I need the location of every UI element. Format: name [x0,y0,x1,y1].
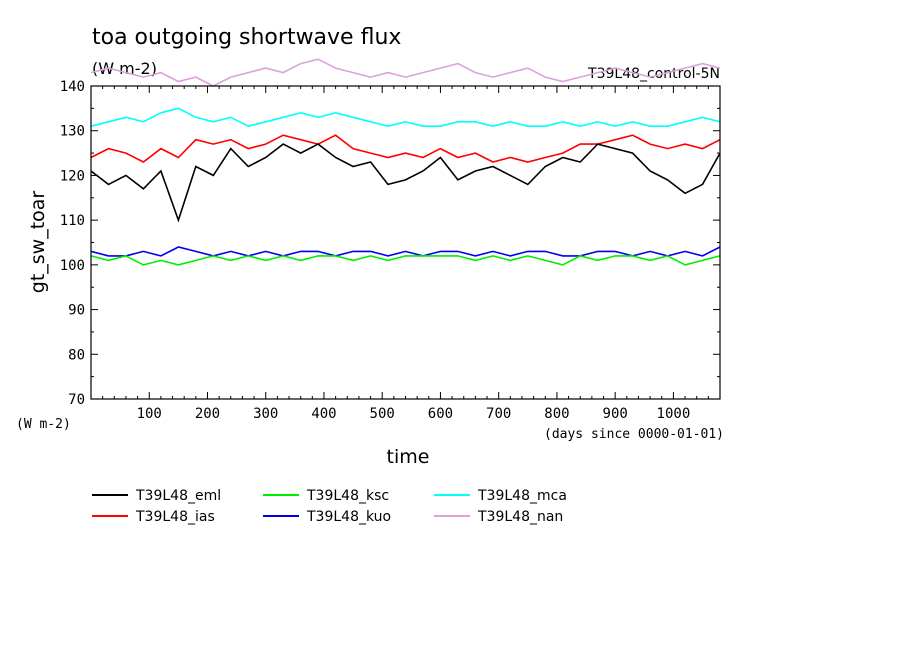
x-tick-label: 600 [428,406,453,422]
y-tick-label: 130 [60,124,85,140]
x-tick-label: 100 [137,406,162,422]
series-layer [90,58,721,266]
x-axis-units: (days since 0000-01-01) [544,427,724,442]
y-tick-label: 140 [60,79,85,95]
series-line-t39l48-nan [90,58,721,87]
x-tick-label: 900 [603,406,628,422]
y-tick-label: 80 [68,347,85,363]
x-axis-label: time [387,446,430,468]
x-tick-label: 500 [370,406,395,422]
series-line-t39l48-mca [90,107,721,128]
axes-layer: 100 200 300 400 500 600 700 800 900 1000 70 80 90 100… [60,79,720,422]
y-axis-units: (W m-2) [16,417,71,432]
legend-label-t39l48-nan: T39L48_nan [477,509,563,525]
y-tick-label: 110 [60,213,85,229]
series-line-t39l48-kuo [90,246,721,257]
x-tick-label: 700 [486,406,511,422]
chart-title: toa outgoing shortwave flux [92,25,401,50]
series-line-t39l48-ksc [90,255,721,266]
series-line-t39l48-ias [90,134,721,163]
x-tick-label: 1000 [657,406,691,422]
x-tick-label: 400 [311,406,336,422]
legend-label-t39l48-kuo: T39L48_kuo [306,509,391,525]
experiment-label: T39L48_control-5N [587,66,720,82]
legend-label-t39l48-eml: T39L48_eml [135,488,221,504]
y-tick-label: 100 [60,258,85,274]
legend-label-t39l48-mca: T39L48_mca [477,488,567,504]
y-tick-label: 70 [68,392,85,408]
legend-label-t39l48-ksc: T39L48_ksc [306,488,389,504]
chart-units: (W m-2) [92,59,157,78]
y-tick-label: 90 [68,303,85,319]
x-tick-label: 800 [544,406,569,422]
x-tick-label: 200 [195,406,220,422]
x-tick-label: 300 [253,406,278,422]
y-axis-label: gt_sw_toar [27,191,49,294]
series-line-t39l48-eml [90,143,721,223]
plot-frame [90,85,721,400]
legend: T39L48_eml T39L48_ias T39L48_ksc T39L48_kuo… [92,488,567,525]
legend-label-t39l48-ias: T39L48_ias [135,509,215,525]
y-tick-label: 120 [60,168,85,184]
